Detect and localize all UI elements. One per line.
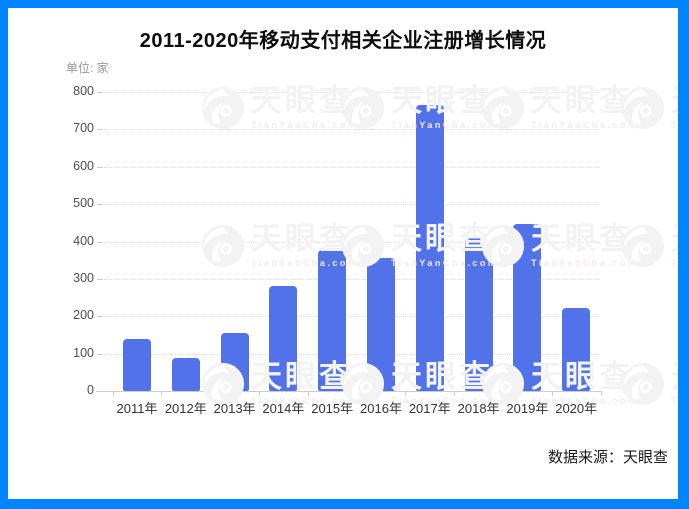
y-axis-tick-100 xyxy=(97,353,103,355)
gridline-300 xyxy=(104,278,600,280)
bar-2014年 xyxy=(269,285,298,391)
gridline-700 xyxy=(104,129,600,131)
x-axis-tick xyxy=(112,391,114,396)
bar-2019年 xyxy=(513,224,542,391)
y-axis-label-0: 0 xyxy=(87,383,94,397)
x-axis-tick xyxy=(210,391,212,396)
y-axis-label-100: 100 xyxy=(73,345,94,360)
y-axis-tick-500 xyxy=(97,204,103,206)
unit-label: 单位: 家 xyxy=(66,61,109,75)
x-axis-label-2012年: 2012年 xyxy=(164,401,207,416)
bar-2020年 xyxy=(562,307,591,391)
bar-2017年 xyxy=(415,104,444,391)
bar-chart: 0 100 200 300 400 500 600 700 800 2011年 2012年 2013年… xyxy=(8,8,678,499)
x-axis-tick xyxy=(503,391,504,396)
y-axis-tick-400 xyxy=(97,241,103,243)
y-axis-label-700: 700 xyxy=(73,121,94,136)
x-axis-tick xyxy=(161,391,163,396)
x-axis-line xyxy=(96,391,602,392)
bar-2011年 xyxy=(123,338,151,391)
x-axis-tick xyxy=(259,391,260,396)
gridline-500 xyxy=(104,204,600,206)
chart-title: 2011-2020年移动支付相关企业注册增长情况 xyxy=(139,30,547,52)
bar-2013年 xyxy=(220,333,249,391)
y-axis-tick-200 xyxy=(97,316,103,318)
y-axis-label-300: 300 xyxy=(73,270,94,285)
y-axis-label-800: 800 xyxy=(73,84,94,98)
bar-2018年 xyxy=(464,237,493,391)
gridline-600 xyxy=(104,166,600,168)
data-source-label: 数据来源：天眼查 xyxy=(547,449,668,466)
y-axis-tick-0 xyxy=(97,391,103,392)
x-axis-label-2011年: 2011年 xyxy=(116,401,158,416)
x-axis-tick xyxy=(356,391,358,396)
y-axis-label-600: 600 xyxy=(73,158,94,173)
x-axis-tick xyxy=(600,391,602,396)
gridline-100 xyxy=(104,353,600,355)
x-axis-tick xyxy=(454,391,456,396)
bar-2016年 xyxy=(367,257,395,391)
y-axis-label-400: 400 xyxy=(73,233,94,248)
bar-2015年 xyxy=(318,250,347,391)
x-axis-label-2017年: 2017年 xyxy=(408,401,451,416)
bar-2012年 xyxy=(171,358,200,391)
y-axis-tick-800 xyxy=(97,92,103,93)
gridline-200 xyxy=(104,316,600,318)
x-axis-label-2014年: 2014年 xyxy=(262,401,305,416)
chart-panel: 天眼查 TianYanCha.com 天眼查 TianYanCha.com 天眼查 Tia… xyxy=(8,8,678,499)
y-axis-tick-300 xyxy=(97,278,103,280)
y-axis-tick-600 xyxy=(97,166,103,168)
x-axis-tick xyxy=(307,391,309,396)
x-axis-tick xyxy=(405,391,407,396)
plot-area xyxy=(104,92,600,391)
y-axis-label-500: 500 xyxy=(73,196,94,211)
gridline-800 xyxy=(104,92,600,93)
y-axis-label-200: 200 xyxy=(73,308,94,323)
x-axis-label-2020年: 2020年 xyxy=(555,401,598,416)
y-axis-tick-700 xyxy=(97,129,103,131)
x-axis-tick xyxy=(551,391,553,396)
